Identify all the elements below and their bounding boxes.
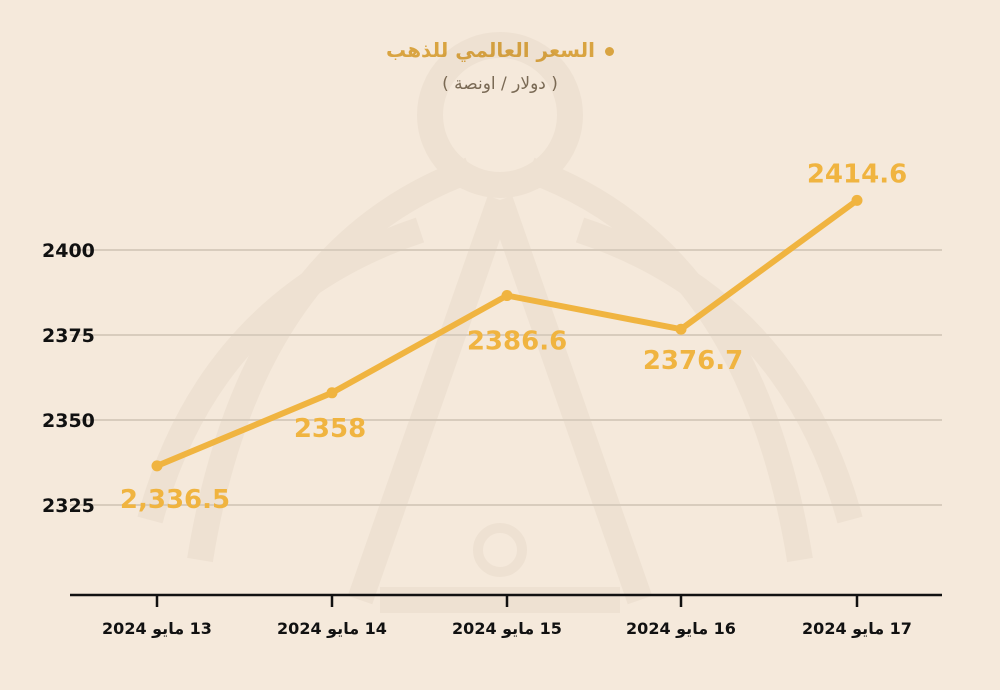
data-label: 2386.6 <box>467 327 567 357</box>
data-point <box>851 194 863 206</box>
x-tick-label: 16 مايو 2024 <box>626 619 736 638</box>
y-tick-label: 2350 <box>42 410 95 432</box>
y-tick-label: 2375 <box>42 325 95 347</box>
data-point <box>326 387 338 399</box>
data-point <box>675 323 687 335</box>
data-label: 2358 <box>294 414 366 444</box>
data-point <box>151 460 163 472</box>
data-point <box>501 290 513 302</box>
y-tick-label: 2325 <box>42 495 95 517</box>
watermark-emblem <box>137 32 863 613</box>
legend-label: السعر العالمي للذهب <box>386 38 595 62</box>
data-label: 2414.6 <box>807 159 907 189</box>
legend: السعر العالمي للذهب <box>0 38 1000 62</box>
x-tick-label: 13 مايو 2024 <box>102 619 212 638</box>
x-tick-label: 15 مايو 2024 <box>452 619 562 638</box>
x-tick-label: 14 مايو 2024 <box>277 619 387 638</box>
legend-marker <box>604 47 614 56</box>
data-label: 2376.7 <box>643 346 743 376</box>
y-tick-label: 2400 <box>42 240 95 262</box>
x-tick-label: 17 مايو 2024 <box>802 619 912 638</box>
data-label: 2,336.5 <box>120 485 230 515</box>
unit-subtitle: ( دولار / اونصة ) <box>442 74 558 94</box>
